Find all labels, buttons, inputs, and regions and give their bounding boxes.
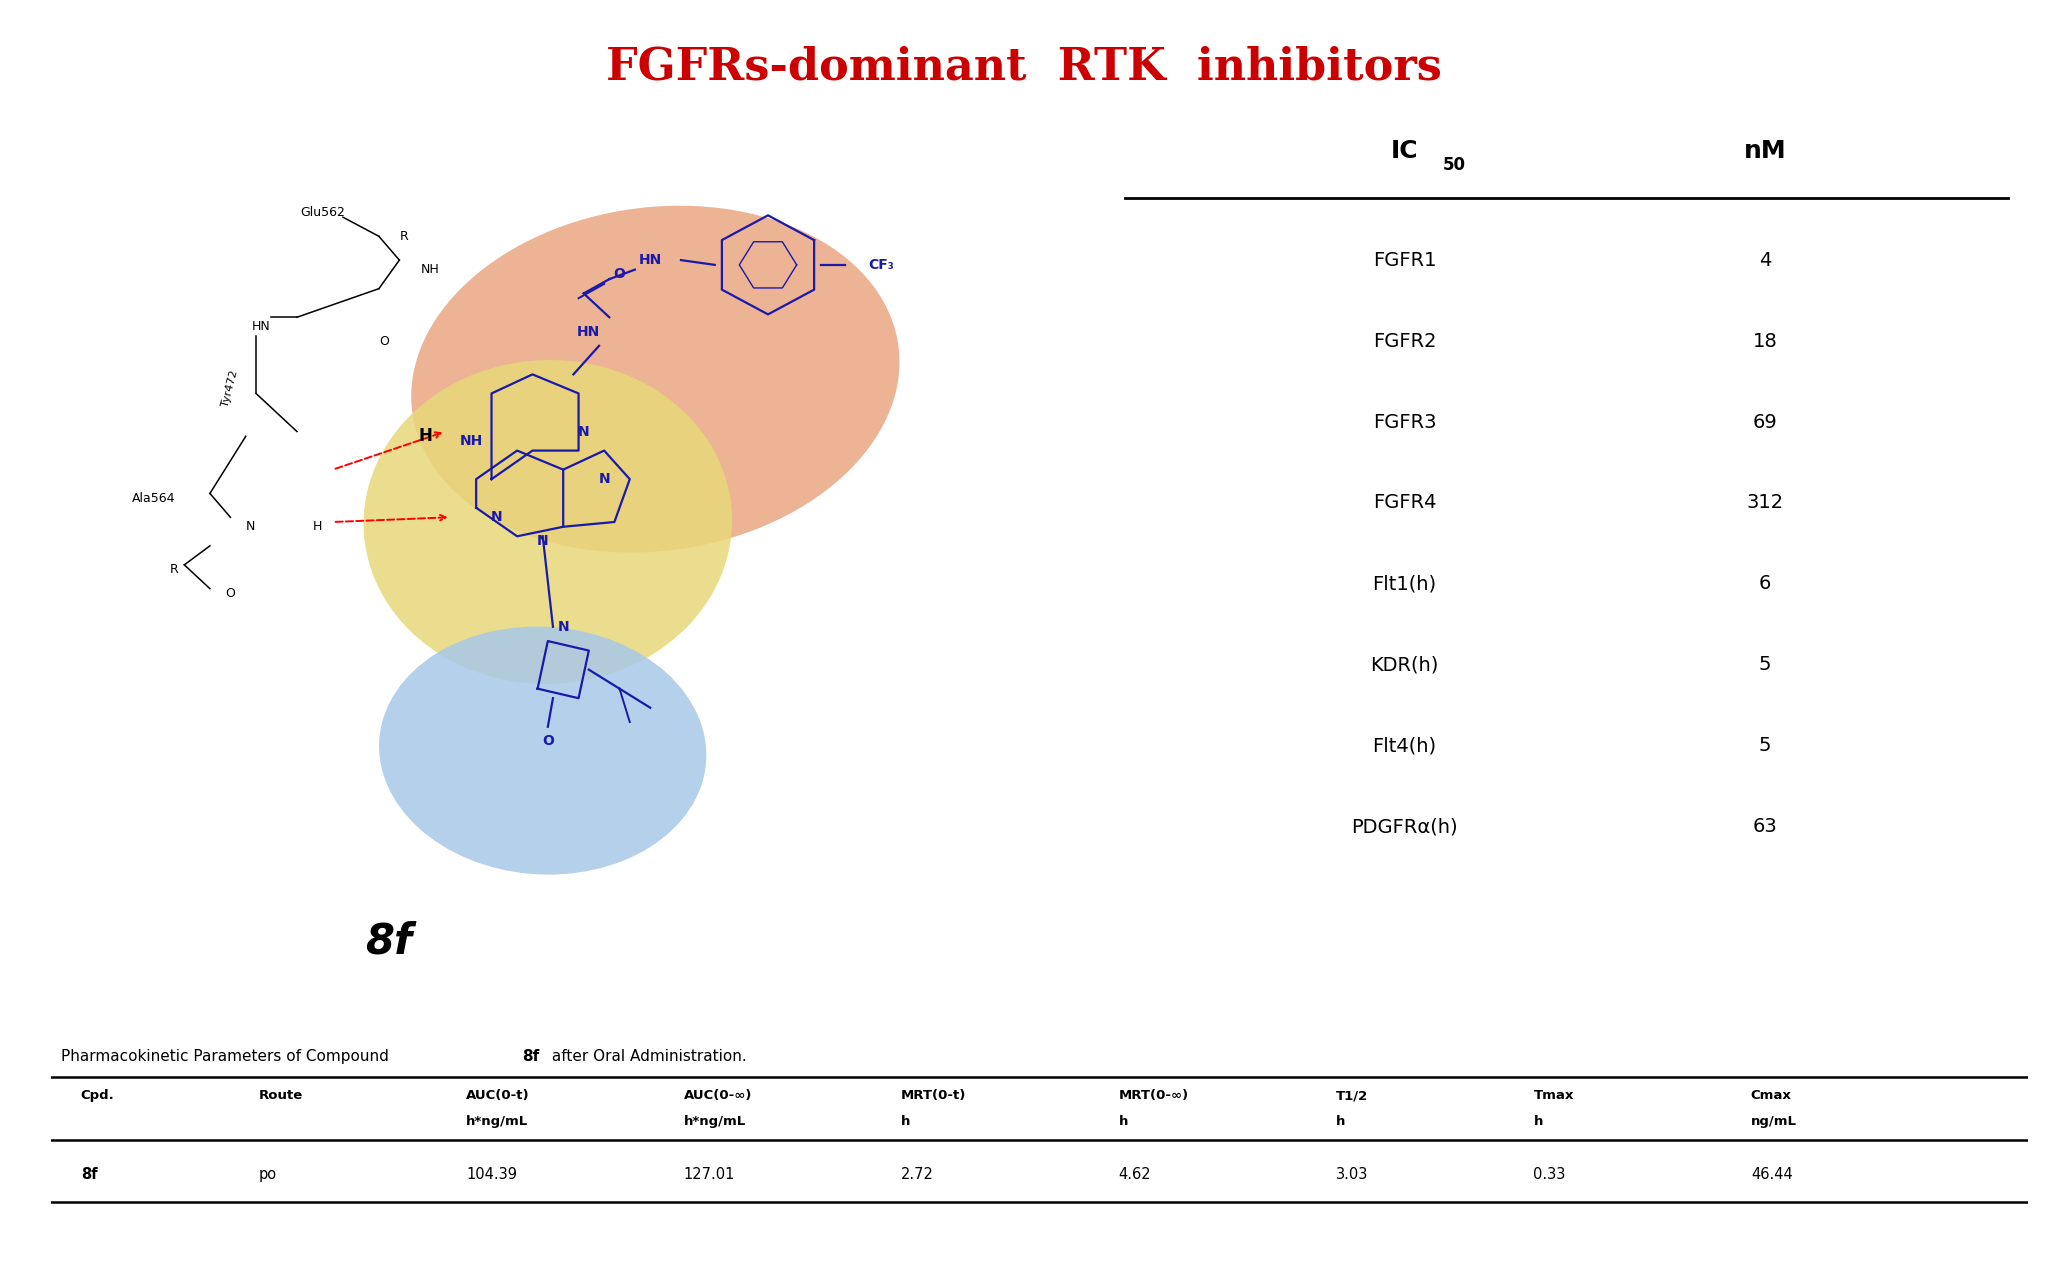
Text: 8f: 8f [365, 920, 414, 963]
Text: 8f: 8f [522, 1049, 539, 1064]
Text: N: N [557, 620, 569, 633]
Text: FGFR1: FGFR1 [1372, 251, 1436, 269]
Text: 127.01: 127.01 [684, 1167, 735, 1181]
Text: AUC(0-t): AUC(0-t) [467, 1089, 530, 1103]
Text: O: O [614, 268, 625, 282]
Text: 8f: 8f [80, 1167, 98, 1181]
Text: R: R [399, 230, 410, 243]
Text: 63: 63 [1753, 817, 1778, 837]
Text: 69: 69 [1753, 413, 1778, 431]
Text: Glu562: Glu562 [301, 206, 344, 219]
Text: O: O [379, 335, 389, 347]
Text: 5: 5 [1759, 736, 1772, 755]
Text: 312: 312 [1747, 493, 1784, 512]
Text: T1/2: T1/2 [1335, 1089, 1368, 1103]
Text: Tmax: Tmax [1534, 1089, 1573, 1103]
Text: MRT(0-∞): MRT(0-∞) [1118, 1089, 1188, 1103]
Text: N: N [492, 510, 502, 524]
Text: h: h [901, 1115, 911, 1127]
Ellipse shape [379, 627, 707, 875]
Text: 4: 4 [1759, 251, 1772, 269]
Text: FGFR2: FGFR2 [1372, 332, 1436, 350]
Text: AUC(0-∞): AUC(0-∞) [684, 1089, 752, 1103]
Text: IC: IC [1391, 139, 1419, 162]
Text: PDGFRα(h): PDGFRα(h) [1352, 817, 1458, 837]
Text: 18: 18 [1753, 332, 1778, 350]
Text: MRT(0-t): MRT(0-t) [901, 1089, 967, 1103]
Text: HN: HN [639, 254, 662, 268]
Text: Tyr472: Tyr472 [221, 369, 240, 408]
Text: 2.72: 2.72 [901, 1167, 934, 1181]
Text: FGFRs-dominant  RTK  inhibitors: FGFRs-dominant RTK inhibitors [606, 45, 1442, 88]
Text: HN: HN [578, 324, 600, 338]
Text: N: N [537, 534, 549, 548]
Ellipse shape [365, 360, 731, 683]
Text: nM: nM [1743, 139, 1786, 162]
Text: Flt1(h): Flt1(h) [1372, 574, 1436, 593]
Text: h: h [1118, 1115, 1128, 1127]
Text: N: N [598, 472, 610, 486]
Text: N: N [246, 520, 256, 533]
Text: po: po [258, 1167, 276, 1181]
Text: NH: NH [459, 434, 483, 448]
Text: NH: NH [420, 263, 440, 277]
Text: Pharmacokinetic Parameters of Compound: Pharmacokinetic Parameters of Compound [61, 1049, 393, 1064]
Text: 104.39: 104.39 [467, 1167, 518, 1181]
Text: 46.44: 46.44 [1751, 1167, 1792, 1181]
Text: 5: 5 [1759, 655, 1772, 674]
Text: Ala564: Ala564 [131, 492, 176, 505]
Text: Flt4(h): Flt4(h) [1372, 736, 1436, 755]
Text: 3.03: 3.03 [1335, 1167, 1368, 1181]
Text: FGFR4: FGFR4 [1372, 493, 1436, 512]
Text: N: N [578, 425, 590, 439]
Text: O: O [543, 734, 553, 748]
Text: 50: 50 [1442, 156, 1466, 174]
Text: H: H [418, 427, 432, 445]
Text: Cmax: Cmax [1751, 1089, 1792, 1103]
Text: HN: HN [252, 320, 270, 333]
Text: h*ng/mL: h*ng/mL [467, 1115, 528, 1127]
Text: KDR(h): KDR(h) [1370, 655, 1438, 674]
Text: 6: 6 [1759, 574, 1772, 593]
Text: R: R [170, 564, 178, 577]
Text: ng/mL: ng/mL [1751, 1115, 1796, 1127]
Text: Route: Route [258, 1089, 303, 1103]
Text: Cpd.: Cpd. [80, 1089, 115, 1103]
Text: FGFR3: FGFR3 [1372, 413, 1436, 431]
Text: O: O [225, 587, 236, 600]
Text: h: h [1335, 1115, 1346, 1127]
Text: h*ng/mL: h*ng/mL [684, 1115, 745, 1127]
Text: CF₃: CF₃ [868, 257, 893, 272]
Text: h: h [1534, 1115, 1542, 1127]
Text: H: H [313, 520, 322, 533]
Text: after Oral Administration.: after Oral Administration. [547, 1049, 748, 1064]
Text: 0.33: 0.33 [1534, 1167, 1567, 1181]
Ellipse shape [412, 206, 899, 552]
Text: 4.62: 4.62 [1118, 1167, 1151, 1181]
